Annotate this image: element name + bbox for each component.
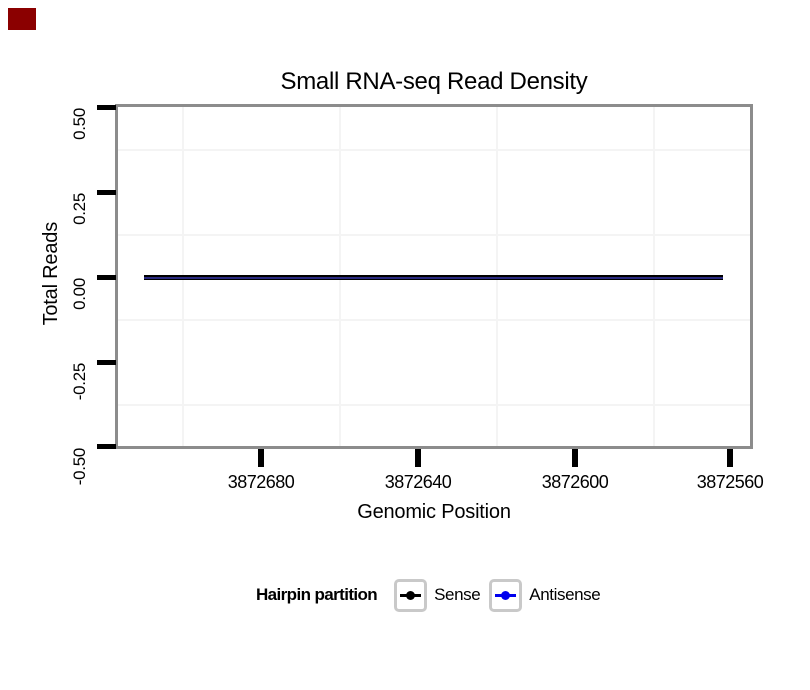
sense-point-icon <box>406 590 416 600</box>
chart-title: Small RNA-seq Read Density <box>280 68 588 95</box>
y-tick <box>97 444 116 449</box>
y-tick-label: 0.25 <box>70 193 89 225</box>
red-corner-marker <box>8 8 36 30</box>
y-tick <box>97 105 116 110</box>
gridline-horizontal <box>118 319 750 321</box>
x-tick-label: 3872680 <box>227 472 295 492</box>
y-axis-title: Total Reads <box>40 222 62 326</box>
y-tick <box>97 275 116 280</box>
antisense-legend-key <box>489 578 523 612</box>
plot-panel <box>115 104 753 449</box>
x-tick-label: 3872640 <box>384 472 452 492</box>
sense-legend-key <box>394 578 428 612</box>
legend-title: Hairpin partition <box>256 585 378 604</box>
y-tick-label: -0.25 <box>70 363 89 401</box>
gridline-horizontal <box>118 149 750 151</box>
antisense-point-icon <box>501 590 511 600</box>
x-axis-title: Genomic Position <box>357 501 511 523</box>
legend-label-antisense: Antisense <box>529 585 601 604</box>
y-tick-label: 0.50 <box>70 108 89 140</box>
x-tick-label: 3872600 <box>541 472 609 492</box>
gridline-horizontal <box>118 404 750 406</box>
read-density-line <box>144 275 723 280</box>
x-tick <box>258 449 264 467</box>
x-tick <box>572 449 578 467</box>
y-tick-label: -0.50 <box>70 448 89 486</box>
legend: Hairpin partition Sense Antisense <box>256 578 609 612</box>
antisense-line-core <box>144 276 723 279</box>
x-tick-label: 3872560 <box>696 472 764 492</box>
y-tick <box>97 190 116 195</box>
y-tick <box>97 360 116 365</box>
x-tick <box>727 449 733 467</box>
y-tick-label: 0.00 <box>70 278 89 310</box>
x-tick <box>415 449 421 467</box>
gridline-horizontal <box>118 234 750 236</box>
legend-label-sense: Sense <box>434 585 481 604</box>
